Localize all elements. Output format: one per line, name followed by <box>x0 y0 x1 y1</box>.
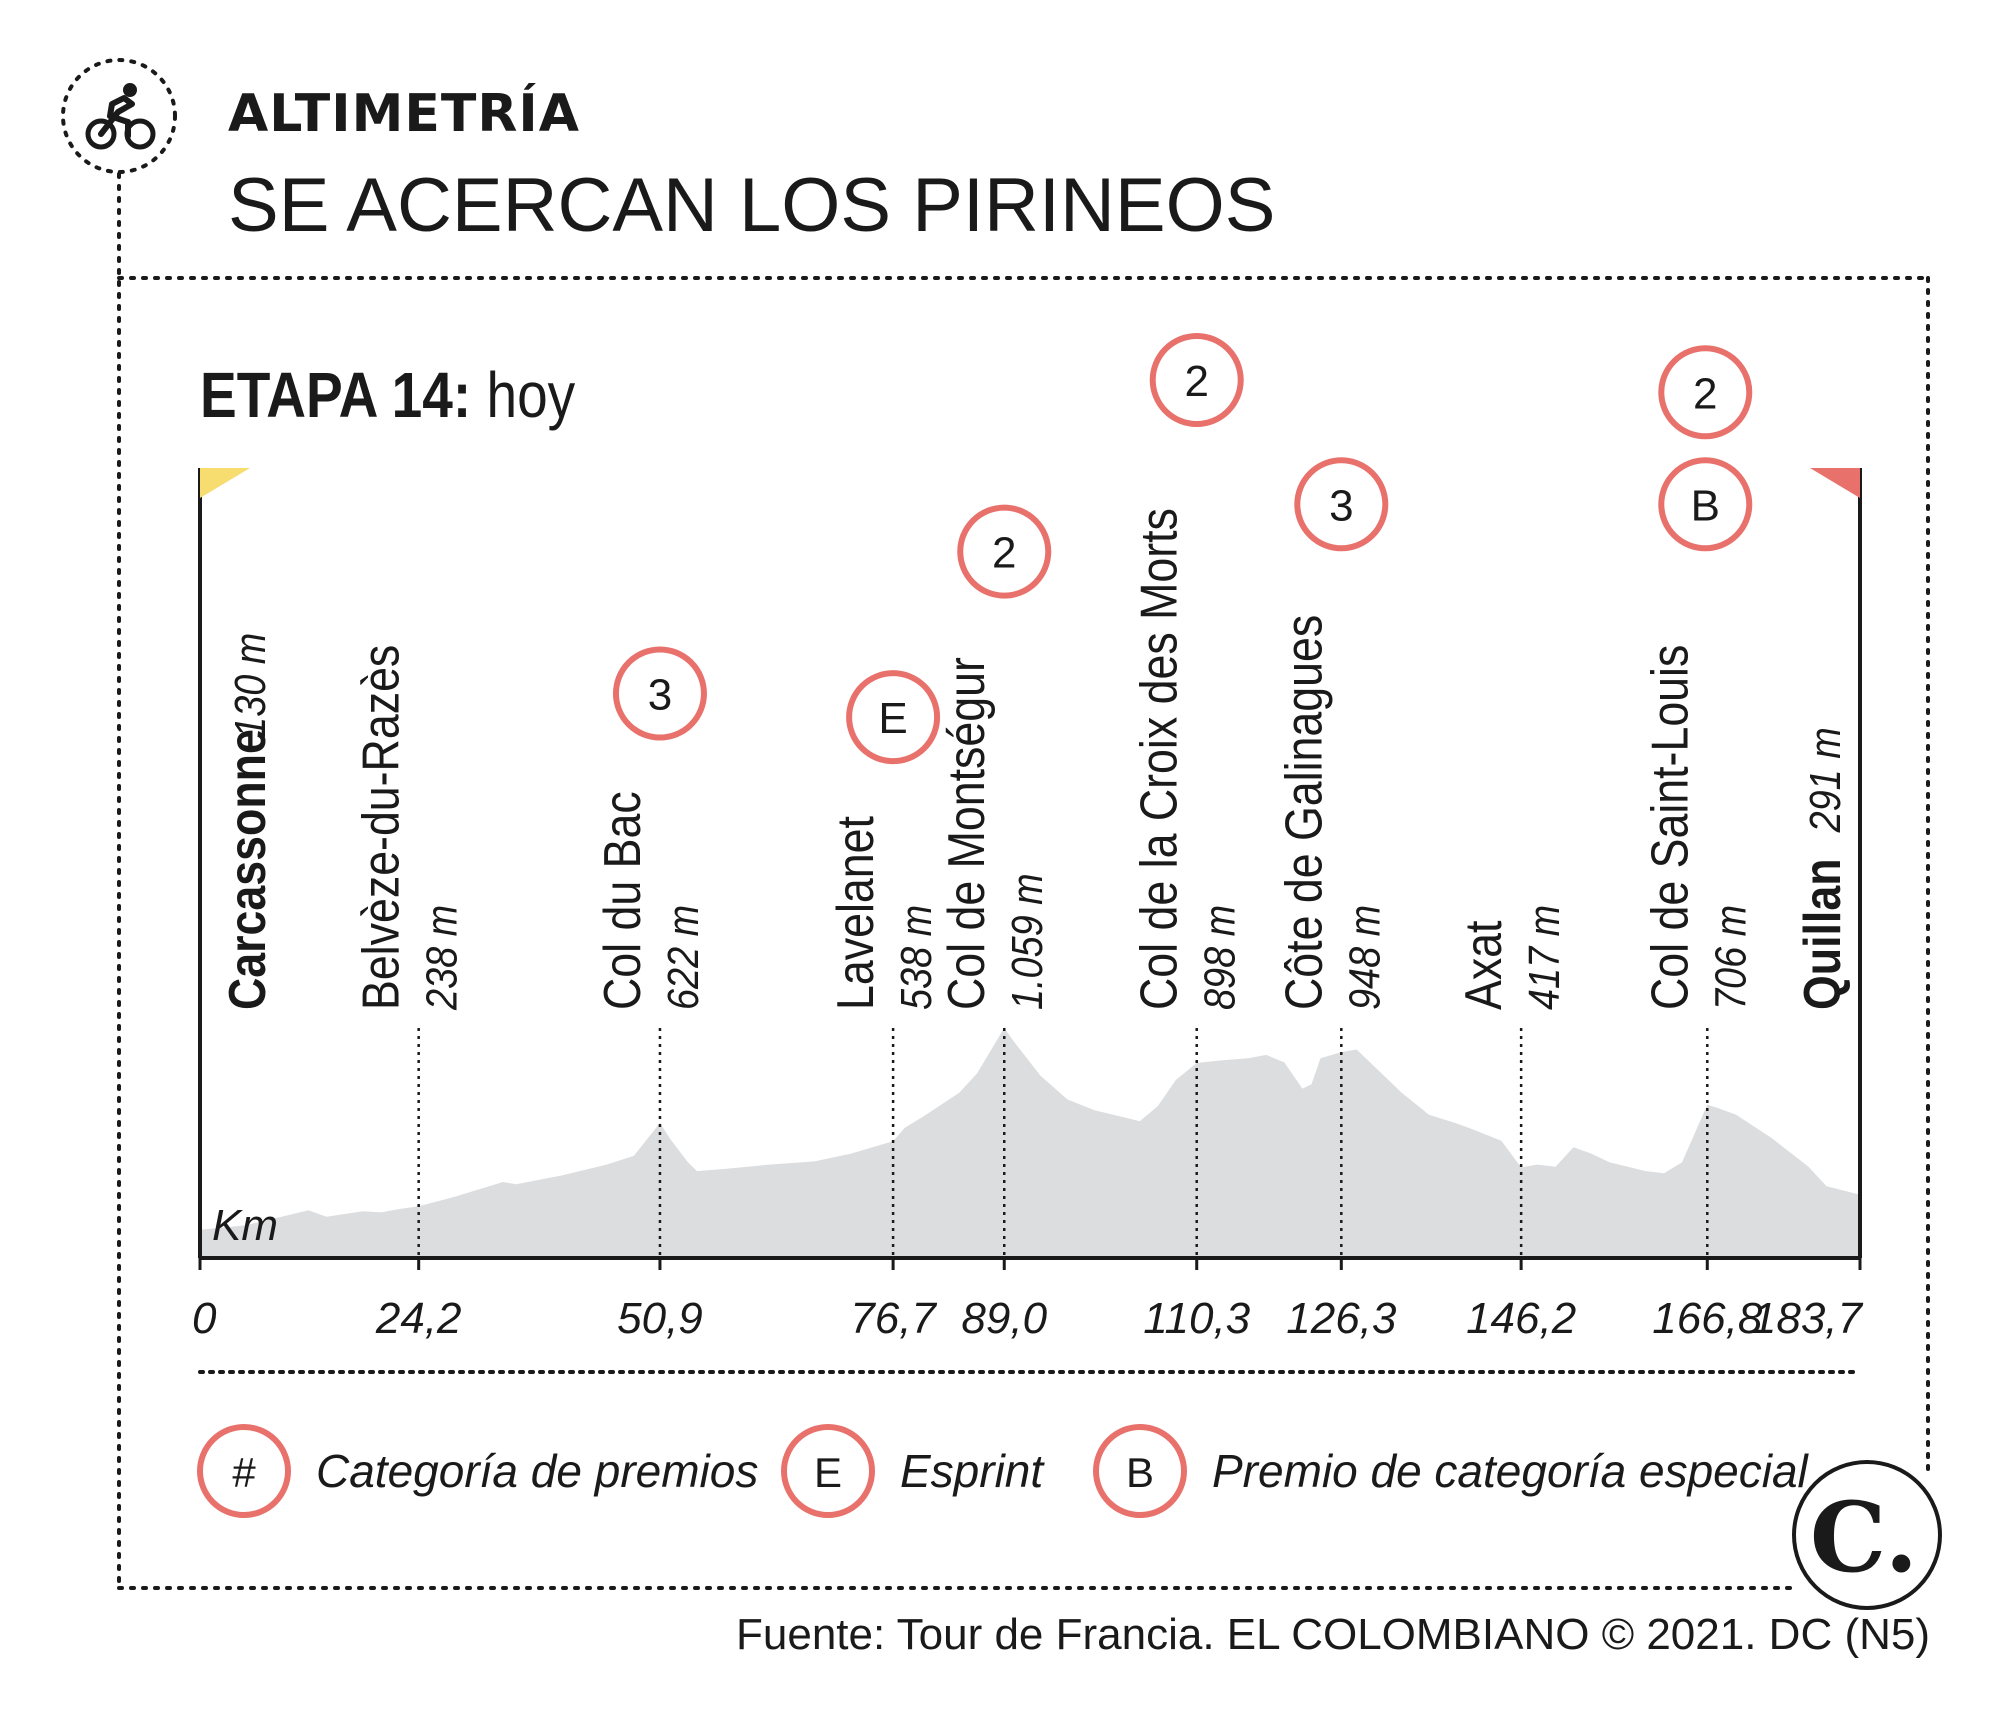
x-tick-label-0: 0 <box>192 1294 217 1343</box>
x-tick-labels: 0 24,2 50,9 76,7 89,0 110,3 126,3 146,2 166,8183… <box>192 1294 1864 1343</box>
waypoint-markers <box>417 1028 1709 1258</box>
waypoint-name: Quillan <box>1794 858 1852 1010</box>
source-credit: Fuente: Tour de Francia. EL COLOMBIANO ©… <box>736 1610 1930 1659</box>
waypoint-label-2: Col du Bac 622 m <box>594 791 708 1010</box>
waypoint-name: Carcassonne <box>219 729 277 1010</box>
badge-text-5-0: 2 <box>1184 357 1208 406</box>
x-tick-label-4: 89,0 <box>961 1294 1047 1343</box>
x-tick-label-8: 166,8 <box>1652 1294 1763 1343</box>
waypoint-label-8: Col de Saint-Louis 706 m <box>1641 645 1755 1010</box>
waypoint-altitude: 238 m <box>417 905 466 1011</box>
badge-circle-3-0 <box>846 670 941 765</box>
x-tick-label-2: 50,9 <box>617 1294 703 1343</box>
x-axis-label: Km <box>212 1201 278 1250</box>
badge-circle-8-0 <box>1658 345 1753 440</box>
waypoint-altitude: 706 m <box>1706 905 1755 1010</box>
waypoint-label-6: Côte de Galinagues 948 m <box>1275 615 1389 1010</box>
badge-circle-2-0 <box>612 646 707 741</box>
badge-text-2-0: 3 <box>648 671 672 720</box>
waypoint-name: Lavelanet <box>827 816 885 1010</box>
waypoint-altitude: 948 m <box>1340 905 1389 1010</box>
waypoint-label-4: Col de Montségur 1.059 m <box>938 657 1052 1010</box>
x-tick-label-9: 183,7 <box>1752 1294 1864 1343</box>
waypoint-label-9: Quillan 291 m <box>1794 727 1852 1010</box>
x-tick-label-3: 76,7 <box>850 1294 937 1343</box>
waypoint-name: Belvèze-du-Razès <box>353 645 411 1010</box>
waypoint-altitude: 1.059 m <box>1003 873 1052 1010</box>
legend-label-2: Premio de categoría especial <box>1212 1445 1810 1497</box>
x-tick-label-6: 126,3 <box>1286 1294 1397 1343</box>
waypoint-altitude: 130 m <box>225 633 274 738</box>
x-tick-label-5: 110,3 <box>1143 1294 1250 1343</box>
legend: # Categoría de premios E Esprint B Premio de … <box>197 1424 1810 1518</box>
stage-label-bold: ETAPA 14: <box>200 359 472 431</box>
profile-area <box>200 1028 1860 1258</box>
badge-text-6-0: 3 <box>1329 481 1353 530</box>
logo-letter: C. <box>1810 1481 1918 1594</box>
waypoint-label-7: Axat 417 m <box>1455 905 1569 1010</box>
waypoint-altitude: 291 m <box>1800 727 1849 833</box>
waypoint-name: Col du Bac <box>594 791 652 1010</box>
finish-flag <box>1810 468 1860 498</box>
stage-label: ETAPA 14: hoy <box>200 358 575 432</box>
stage-label-rest: hoy <box>486 359 576 431</box>
waypoint-name: Col de Saint-Louis <box>1641 645 1699 1010</box>
badge-text-3-0: E <box>878 694 907 743</box>
legend-badge-2 <box>1093 1424 1187 1518</box>
waypoint-label-5: Col de la Croix des Morts 898 m <box>1131 508 1245 1010</box>
badge-text-4-0: 2 <box>992 529 1016 578</box>
waypoint-altitude: 898 m <box>1195 905 1244 1010</box>
x-tick-label-7: 146,2 <box>1466 1294 1576 1343</box>
badge-text-8-1: B <box>1691 481 1720 530</box>
el-colombiano-logo-icon: C. <box>1792 1460 1942 1610</box>
x-tick-label-1: 24,2 <box>375 1294 462 1343</box>
badge-text-8-0: 2 <box>1693 369 1717 418</box>
waypoint-name: Col de la Croix des Morts <box>1131 508 1189 1010</box>
waypoint-altitude: 417 m <box>1519 905 1568 1010</box>
badge-circle-5-0 <box>1149 333 1244 427</box>
kicker: ALTIMETRÍA <box>228 84 580 144</box>
waypoint-name: Axat <box>1455 920 1513 1010</box>
chart-axes <box>198 468 1862 1270</box>
waypoint-altitude: 622 m <box>658 905 707 1010</box>
cyclist-icon <box>61 58 177 174</box>
legend-badge-0 <box>197 1424 291 1518</box>
legend-symbol-2: B <box>1126 1449 1154 1496</box>
waypoint-name: Côte de Galinagues <box>1275 615 1333 1010</box>
legend-label-1: Esprint <box>900 1445 1045 1497</box>
legend-symbol-1: E <box>814 1449 842 1496</box>
category-badges: 3 E 2 2 3 B 2 <box>612 333 1753 765</box>
waypoint-name: Col de Montségur <box>938 657 996 1010</box>
badge-circle-4-0 <box>957 504 1052 599</box>
badge-circle-8-1 <box>1658 457 1753 552</box>
legend-label-0: Categoría de premios <box>316 1445 758 1497</box>
start-flag <box>200 468 250 498</box>
waypoint-altitude: 538 m <box>891 905 940 1010</box>
elevation-profile <box>200 1028 1860 1258</box>
legend-badge-1 <box>781 1424 875 1518</box>
badge-circle-6-0 <box>1294 457 1389 552</box>
start-finish-flags <box>200 468 1860 498</box>
legend-symbol-0: # <box>232 1449 256 1496</box>
waypoint-label-3: Lavelanet 538 m <box>827 816 941 1010</box>
page-title: SE ACERCAN LOS PIRINEOS <box>228 163 1276 248</box>
waypoint-label-1: Belvèze-du-Razès 238 m <box>353 645 467 1011</box>
